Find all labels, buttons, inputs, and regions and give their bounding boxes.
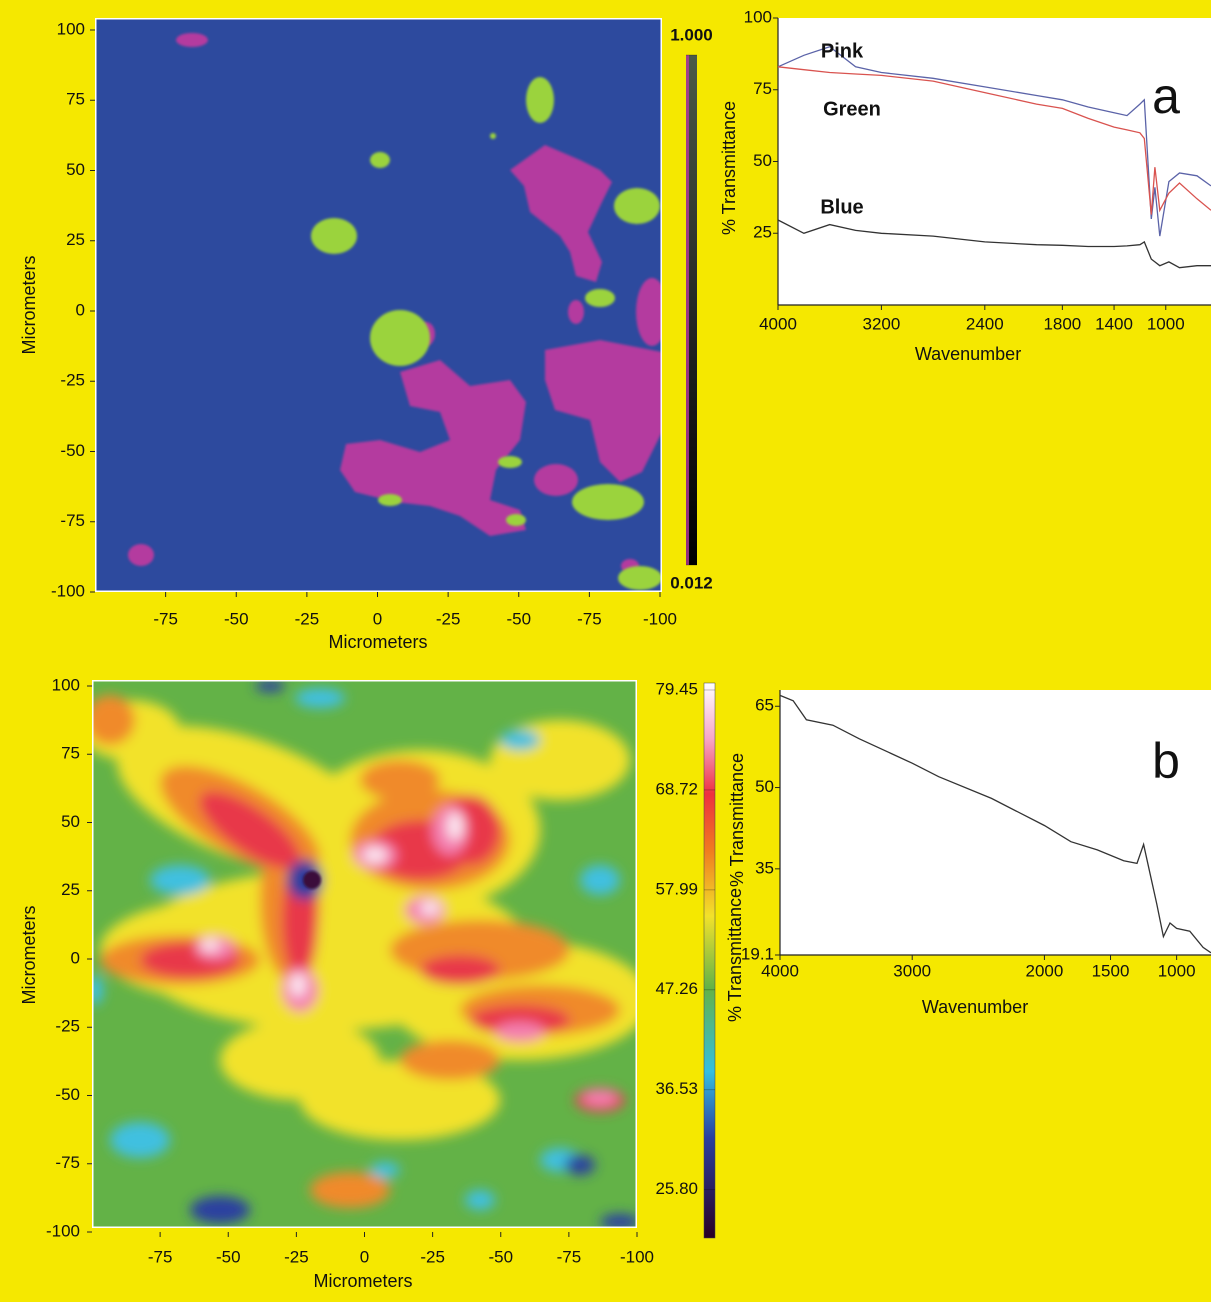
colorbar-a-stripe <box>686 55 689 565</box>
y-tick-label: -100 <box>51 581 85 600</box>
plot-area <box>780 690 1211 955</box>
map-b-image <box>92 680 637 1228</box>
colorbar-tick-label: 36.53 <box>655 1079 698 1098</box>
colorbar-b <box>703 682 716 1239</box>
legend-label: Blue <box>820 196 863 218</box>
x-tick-label: 1500 <box>1092 961 1130 980</box>
y-tick-label: 35 <box>755 858 774 877</box>
legend-label: Green <box>823 98 881 120</box>
y-tick-label: -75 <box>55 1153 80 1172</box>
x-axis-title: Micrometers <box>313 1271 412 1291</box>
y-tick-label: -50 <box>60 441 85 460</box>
y-tick-label: 75 <box>61 744 80 763</box>
x-tick-label: 3200 <box>862 314 900 333</box>
x-axis-title: Wavenumber <box>915 344 1021 364</box>
y-tick-label: 50 <box>755 777 774 796</box>
x-axis-title: Wavenumber <box>922 997 1028 1017</box>
x-tick-label: -75 <box>153 609 178 628</box>
y-tick-label: 65 <box>755 696 774 715</box>
map-a-image <box>95 18 662 592</box>
colorbar-tick-label: 25.80 <box>655 1179 698 1198</box>
y-axis-title: Micrometers <box>19 905 39 1004</box>
x-tick-label: -50 <box>506 609 531 628</box>
y-axis-title: Micrometers <box>19 255 39 354</box>
x-tick-label: -25 <box>420 1247 445 1266</box>
x-tick-label: 0 <box>373 609 382 628</box>
y-tick-label: -50 <box>55 1085 80 1104</box>
y-tick-label: 50 <box>61 812 80 831</box>
colorbar-tick-label: 0.012 <box>670 573 713 592</box>
y-tick-label: -25 <box>60 371 85 390</box>
x-tick-label: 4000 <box>759 314 797 333</box>
x-tick-label: -75 <box>577 609 602 628</box>
y-tick-label: 0 <box>71 948 80 967</box>
x-tick-label: -25 <box>436 609 461 628</box>
panel-label: a <box>1152 68 1180 124</box>
x-axis-title: Micrometers <box>328 632 427 652</box>
legend-label: Pink <box>821 40 864 62</box>
series-line <box>777 219 1211 269</box>
y-tick-label: 50 <box>753 151 772 170</box>
x-tick-label: 1400 <box>1095 314 1133 333</box>
colorbar-tick-label: 57.99 <box>655 879 698 898</box>
x-tick-label: -25 <box>284 1247 309 1266</box>
panel-label: b <box>1152 733 1180 789</box>
x-tick-label: 1800 <box>1043 314 1081 333</box>
colorbar-a <box>686 55 697 565</box>
x-tick-label: 1000 <box>1147 314 1185 333</box>
series-line <box>777 66 1211 215</box>
x-tick-label: 2400 <box>966 314 1004 333</box>
x-tick-label: -100 <box>620 1247 654 1266</box>
y-tick-label: 100 <box>57 19 85 38</box>
y-tick-label: 75 <box>753 79 772 98</box>
x-tick-label: -50 <box>216 1247 241 1266</box>
plot-area <box>778 18 1211 305</box>
y-tick-label: 25 <box>61 880 80 899</box>
y-tick-label: 75 <box>66 90 85 109</box>
y-tick-label: 100 <box>52 675 80 694</box>
y-tick-label: 19.1 <box>741 944 774 963</box>
x-tick-label: -100 <box>643 609 677 628</box>
colorbar-tick-label: 79.45 <box>655 679 698 698</box>
x-tick-label: 3000 <box>893 961 931 980</box>
colorbar-title: % Transmittance <box>725 888 745 1022</box>
y-tick-label: -25 <box>55 1017 80 1036</box>
x-tick-label: -75 <box>148 1247 173 1266</box>
colorbar-tick-label: 47.26 <box>655 979 698 998</box>
x-tick-label: 2000 <box>1026 961 1064 980</box>
y-tick-label: 25 <box>66 230 85 249</box>
x-tick-label: -50 <box>488 1247 513 1266</box>
y-axis-title: % Transmittance <box>719 101 739 235</box>
colorbar-tick-label: 68.72 <box>655 779 698 798</box>
y-axis-title: % Transmittance <box>727 753 747 887</box>
y-tick-label: 100 <box>744 7 772 26</box>
x-tick-label: 4000 <box>761 961 799 980</box>
x-tick-label: -25 <box>295 609 320 628</box>
y-tick-label: -75 <box>60 511 85 530</box>
x-tick-label: -75 <box>557 1247 582 1266</box>
colorbar-tick-label: 1.000 <box>670 25 713 44</box>
x-tick-label: 0 <box>360 1247 369 1266</box>
y-tick-label: 50 <box>66 160 85 179</box>
y-tick-label: -100 <box>46 1221 80 1240</box>
series-line <box>779 694 1211 954</box>
x-tick-label: -50 <box>224 609 249 628</box>
y-tick-label: 25 <box>753 223 772 242</box>
x-tick-label: 1000 <box>1158 961 1196 980</box>
y-tick-label: 0 <box>76 300 85 319</box>
